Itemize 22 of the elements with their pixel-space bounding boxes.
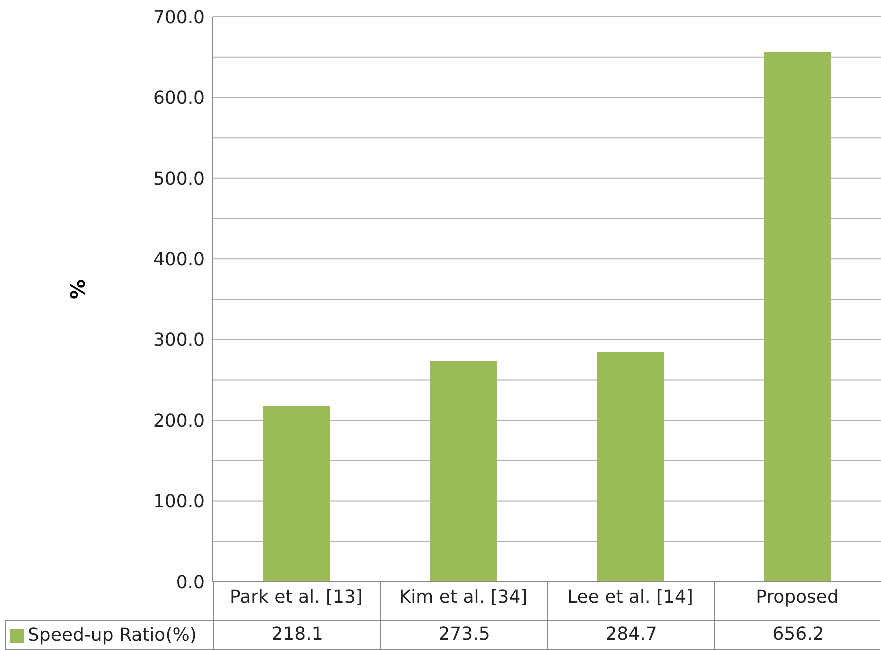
legend-label: Speed-up Ratio(%) bbox=[28, 625, 197, 646]
bar bbox=[597, 352, 664, 582]
y-tick-label: 400.0 bbox=[153, 250, 205, 271]
y-tick-label: 700.0 bbox=[153, 7, 205, 28]
x-tick-label: Kim et al. [34] bbox=[399, 586, 528, 608]
bar bbox=[764, 52, 832, 582]
bar bbox=[263, 406, 330, 582]
y-tick-label: 500.0 bbox=[153, 168, 205, 190]
data-label: 284.7 bbox=[604, 624, 658, 645]
y-tick-label: 300.0 bbox=[153, 330, 205, 352]
data-label: 656.2 bbox=[772, 624, 826, 645]
x-tick-label: Park et al. [13] bbox=[230, 586, 363, 608]
y-tick-label: 600.0 bbox=[153, 88, 205, 110]
x-tick-label: Lee et al. [14] bbox=[568, 586, 694, 608]
y-tick-label: 100.0 bbox=[153, 492, 205, 513]
y-tick-label: 200.0 bbox=[153, 410, 205, 432]
x-tick-label: Proposed bbox=[756, 586, 839, 608]
data-label: 273.5 bbox=[438, 624, 492, 645]
data-label: 218.1 bbox=[270, 624, 324, 645]
y-axis-title: % bbox=[66, 279, 90, 300]
bar bbox=[430, 361, 498, 582]
y-tick-label: 0.0 bbox=[176, 572, 205, 594]
